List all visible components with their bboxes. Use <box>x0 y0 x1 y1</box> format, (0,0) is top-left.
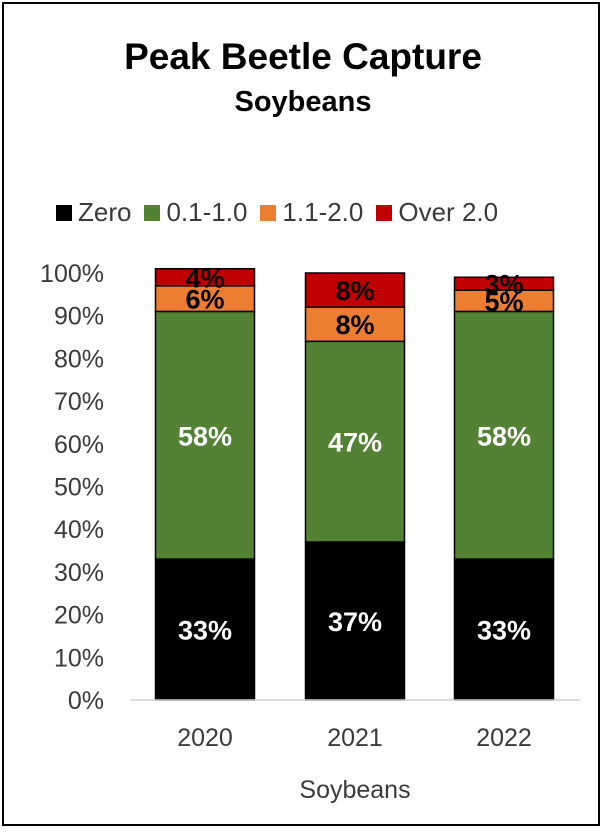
y-tick-label: 20% <box>54 602 104 630</box>
x-tick-label: 2022 <box>476 724 532 752</box>
data-label: 8% <box>335 310 374 340</box>
legend-item: 1.1-2.0 <box>260 197 363 228</box>
chart-title: Peak Beetle Capture <box>124 36 482 77</box>
data-label: 3% <box>484 270 523 300</box>
data-label: 37% <box>328 607 382 637</box>
legend-label: Zero <box>78 197 132 227</box>
data-label: 47% <box>328 428 382 458</box>
y-tick-label: 0% <box>68 687 104 715</box>
legend-swatch <box>56 204 72 221</box>
data-label: 58% <box>477 421 531 451</box>
legend-item: Zero <box>56 197 131 228</box>
bar-segment <box>453 558 555 701</box>
data-label: 8% <box>335 276 374 306</box>
legend-label: 1.1-2.0 <box>282 197 364 227</box>
legend-label: 0.1-1.0 <box>166 197 248 227</box>
legend-item: Over 2.0 <box>376 197 498 228</box>
x-tick-label: 2021 <box>327 724 383 752</box>
bar-segment <box>154 310 256 560</box>
x-axis-title: Soybeans <box>299 776 410 804</box>
legend-item: 0.1-1.0 <box>144 197 247 228</box>
y-tick-label: 40% <box>54 516 104 544</box>
legend-swatch <box>376 204 393 221</box>
y-tick-label: 60% <box>54 431 104 459</box>
data-label: 58% <box>178 421 232 451</box>
bar-segment <box>304 541 406 701</box>
legend: Zero 0.1-1.0 1.1-2.0 Over 2.0 <box>56 197 511 228</box>
bar-segment <box>453 310 555 560</box>
y-tick-label: 100% <box>40 260 104 288</box>
legend-swatch <box>260 204 277 221</box>
data-label: 5% <box>484 287 523 317</box>
bar-segment <box>304 340 406 543</box>
legend-swatch <box>144 204 161 221</box>
data-label: 33% <box>477 616 531 646</box>
data-label: 4% <box>185 263 224 293</box>
data-label: 6% <box>185 285 224 315</box>
y-tick-label: 80% <box>54 345 104 373</box>
y-tick-label: 30% <box>54 559 104 587</box>
y-tick-label: 10% <box>54 644 104 672</box>
y-tick-label: 70% <box>54 388 104 416</box>
chart-subtitle: Soybeans <box>234 86 372 118</box>
bar-segment <box>453 276 555 291</box>
legend-label: Over 2.0 <box>398 197 499 227</box>
y-tick-label: 90% <box>54 303 104 331</box>
bar-segment <box>304 272 406 308</box>
x-tick-label: 2020 <box>177 724 233 752</box>
data-label: 33% <box>178 616 232 646</box>
chart-frame <box>2 2 600 826</box>
bar-segment <box>154 285 256 313</box>
y-tick-label: 50% <box>54 474 104 502</box>
bar-segment <box>154 267 256 287</box>
